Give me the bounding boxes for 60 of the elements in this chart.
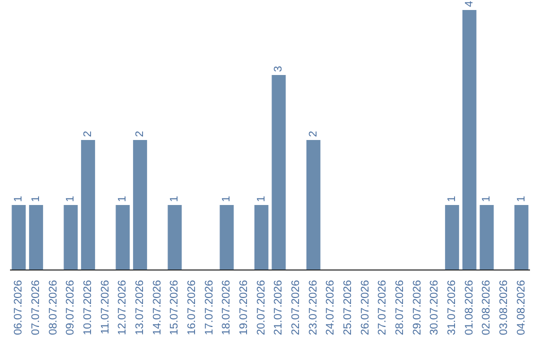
x-tick-label: 18.07.2026	[220, 280, 233, 336]
bar	[254, 205, 268, 270]
x-tick-label: 09.07.2026	[64, 280, 77, 336]
data-label: 1	[480, 196, 493, 202]
x-tick-label: 11.07.2026	[99, 280, 112, 334]
data-label: 1	[515, 196, 528, 202]
x-tick-label: 06.07.2026	[12, 280, 25, 336]
x-tick-label: 20.07.2026	[255, 280, 268, 336]
x-tick-label: 16.07.2026	[186, 280, 198, 336]
x-tick-label: 01.08.2026	[463, 280, 476, 336]
x-tick-label: 25.07.2026	[342, 280, 354, 336]
data-label: 2	[82, 130, 94, 137]
data-label: 1	[220, 196, 233, 202]
data-label: 1	[446, 196, 458, 202]
bar	[514, 205, 528, 270]
x-tick-label: 26.07.2026	[359, 280, 372, 336]
x-tick-label: 24.07.2026	[324, 280, 337, 336]
x-tick-label: 29.07.2026	[411, 280, 424, 336]
data-label: 1	[30, 196, 42, 202]
bar	[272, 75, 286, 270]
data-label: 4	[463, 0, 476, 7]
x-tick-label: 03.08.2026	[498, 280, 510, 336]
x-tick-label: 14.07.2026	[151, 280, 164, 336]
bar	[81, 140, 96, 270]
x-tick-label: 07.07.2026	[30, 280, 42, 336]
x-tick-label: 08.07.2026	[47, 280, 60, 336]
data-label: 2	[134, 130, 146, 137]
x-tick-label: 28.07.2026	[394, 280, 406, 336]
data-label: 1	[116, 196, 129, 202]
x-tick-label: 22.07.2026	[290, 280, 302, 336]
x-tick-label: 13.07.2026	[134, 280, 146, 336]
data-label: 3	[272, 66, 285, 72]
x-tick-label: 31.07.2026	[446, 280, 458, 336]
data-label: 1	[12, 196, 25, 202]
data-label: 2	[307, 130, 320, 137]
x-tick-label: 02.08.2026	[480, 280, 493, 336]
bar	[29, 205, 44, 270]
bar	[462, 10, 476, 270]
bar	[12, 205, 26, 270]
x-tick-label: 17.07.2026	[203, 280, 216, 336]
bar	[133, 140, 148, 270]
x-tick-label: 04.08.2026	[515, 280, 528, 336]
bar	[480, 205, 494, 270]
data-label: 1	[168, 196, 181, 202]
data-label: 1	[64, 196, 77, 202]
bar	[306, 140, 320, 270]
bar	[220, 205, 234, 270]
bar	[445, 205, 460, 270]
x-tick-label: 15.07.2026	[168, 280, 181, 336]
bar	[64, 205, 78, 270]
data-label: 1	[255, 196, 268, 202]
x-tick-label: 30.07.2026	[428, 280, 441, 336]
x-tick-label: 27.07.2026	[376, 280, 389, 336]
x-tick-label: 23.07.2026	[307, 280, 320, 336]
x-tick-label: 19.07.2026	[238, 280, 250, 336]
x-tick-label: 21.07.2026	[272, 280, 285, 336]
x-tick-label: 10.07.2026	[82, 280, 94, 336]
bar	[116, 205, 130, 270]
x-tick-label: 12.07.2026	[116, 280, 129, 336]
bar	[168, 205, 182, 270]
